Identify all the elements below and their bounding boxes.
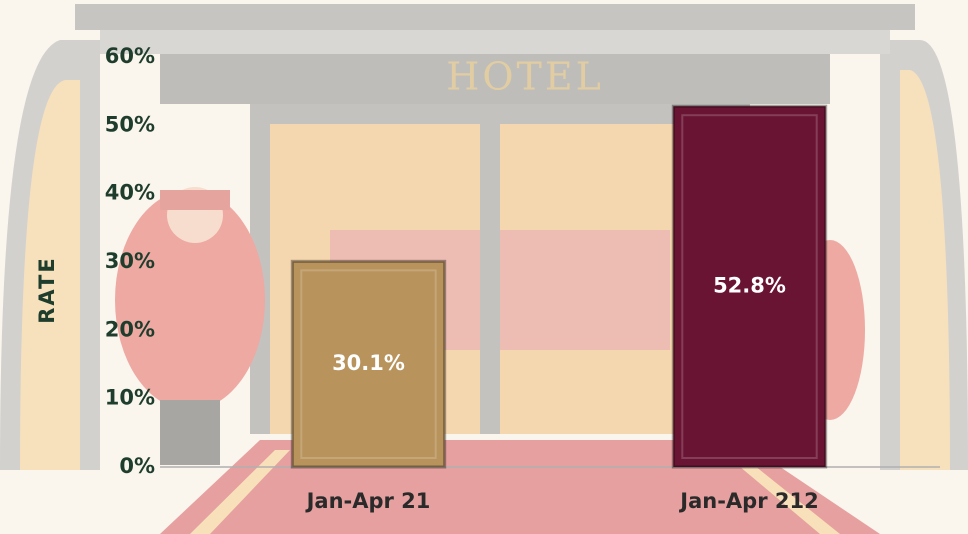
value-label: 52.8% — [713, 274, 786, 298]
hotel-sign-text: HOTEL — [446, 55, 604, 99]
chart: RATE HOTEL 0% 10% 20% 30% 40% 50% 60% Jan-Apr 21… — [0, 0, 968, 534]
x-tick-label: Jan-Apr 212 — [678, 489, 818, 513]
y-tick-label: 0% — [119, 454, 155, 478]
y-axis-title: RATE — [35, 256, 59, 323]
roof — [75, 4, 915, 30]
y-tick-label: 50% — [105, 112, 155, 136]
y-tick-label: 10% — [105, 386, 155, 410]
doorman-hat — [160, 190, 230, 210]
y-tick-label: 20% — [105, 317, 155, 341]
x-tick-label: Jan-Apr 21 — [305, 489, 431, 513]
y-tick-label: 30% — [105, 249, 155, 273]
y-tick-label: 60% — [105, 44, 155, 68]
door-divider — [480, 124, 500, 434]
y-tick-label: 40% — [105, 181, 155, 205]
doorman-legs — [160, 400, 220, 465]
value-label: 30.1% — [332, 351, 405, 375]
cornice — [100, 30, 890, 54]
